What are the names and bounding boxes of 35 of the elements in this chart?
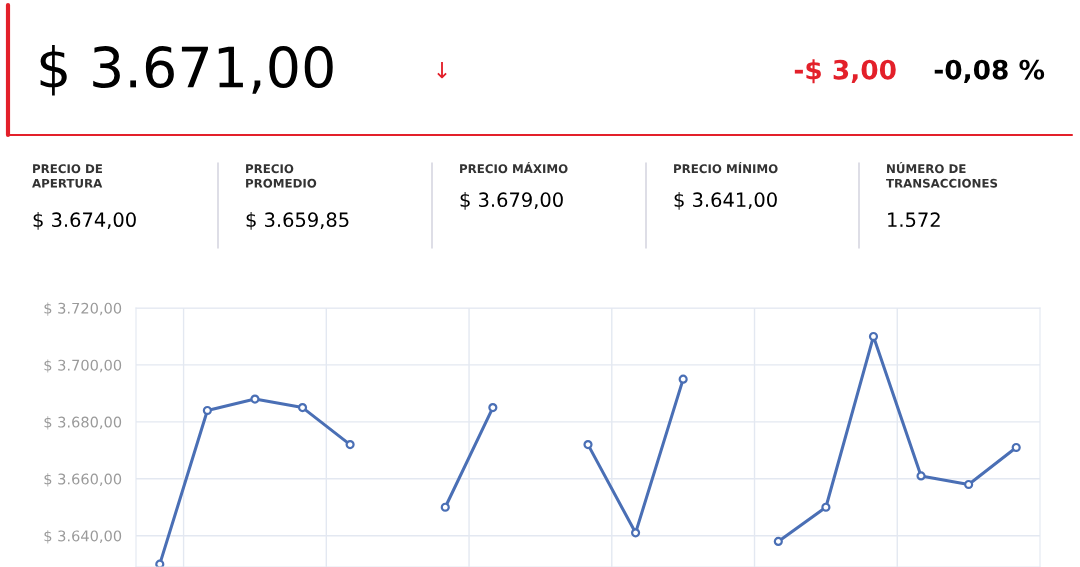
point [297,403,308,413]
point [488,403,498,413]
y-tick-label: $ 3.640,00 [44,530,122,544]
point [631,528,641,538]
text: PRECIO DE APERTURA [32,164,103,188]
point [250,394,260,404]
point [916,471,926,481]
point [964,479,974,490]
text: NÚMERO DE TRANSACCIONES [886,162,998,188]
point [345,440,355,450]
point [821,502,831,512]
text: -$ 3,00 [794,59,896,84]
text: PRECIO MÁXIMO [460,162,568,174]
text: $ 3.674,00 [33,212,136,230]
point [678,374,688,384]
text: PRECIO PROMEDIO [246,164,317,188]
text: $ 3.671,00 [40,45,333,96]
text: -0,08 % [934,59,1045,84]
y-tick-label: $ 3.700,00 [44,359,122,373]
point [868,331,879,342]
point [440,502,450,512]
text: ↓ [437,61,447,79]
point [583,440,593,450]
text: $ 3.659,85 [246,212,349,230]
text: 1.572 [888,212,940,228]
y-tick-label: $ 3.680,00 [44,416,122,430]
point [1011,442,1021,453]
point [773,536,783,546]
y-tick-label: $ 3.720,00 [44,302,122,316]
text: $ 3.679,00 [460,192,563,210]
point [202,405,212,416]
text: $ 3.641,00 [674,192,777,210]
point [155,559,165,567]
text: PRECIO MÍNIMO [674,162,778,174]
y-tick-label: $ 3.660,00 [44,473,122,487]
